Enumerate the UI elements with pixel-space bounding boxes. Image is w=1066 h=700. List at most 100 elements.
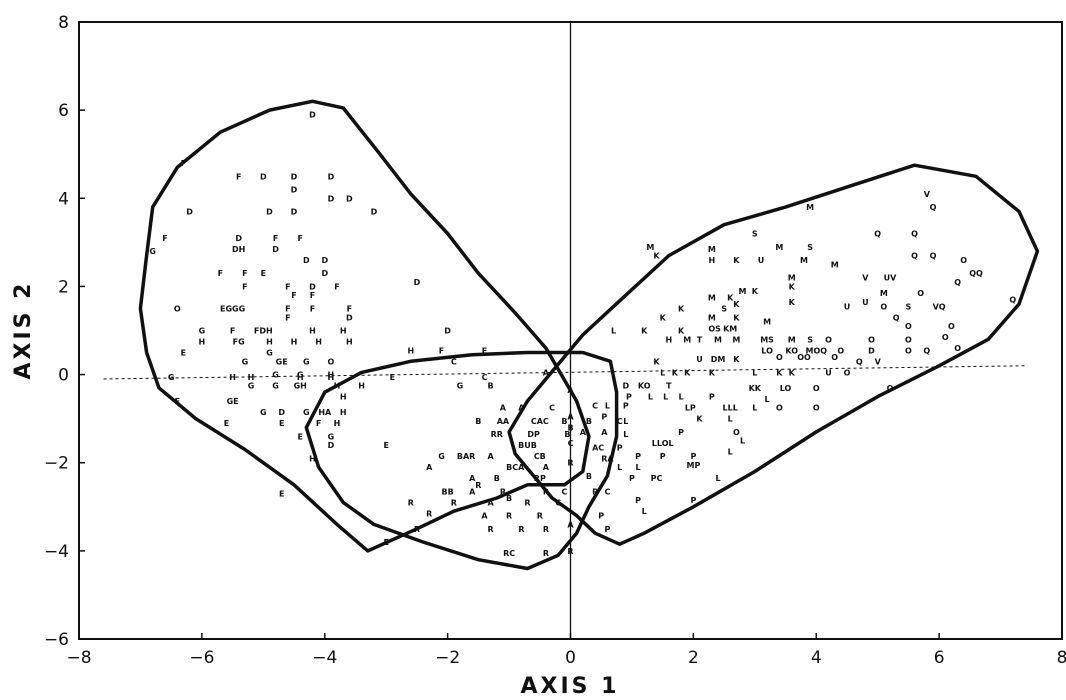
point-label: M (800, 256, 808, 265)
point-label: M (708, 293, 716, 302)
point-label: S (807, 243, 813, 252)
point-label: E (279, 490, 284, 499)
point-label: D (291, 208, 298, 217)
point-label: F (285, 282, 290, 291)
point-label: O (868, 335, 875, 344)
point-label: G (199, 327, 206, 336)
point-label: D (260, 172, 267, 181)
point-label: B (475, 417, 481, 426)
point-label: G (248, 382, 255, 391)
point-label: GH (294, 382, 307, 391)
point-label: R (506, 512, 512, 521)
point-label: GE (227, 397, 239, 406)
point-label: P (592, 487, 598, 496)
point-label: K (733, 300, 740, 309)
point-label: F (181, 159, 186, 168)
point-label: H (334, 382, 341, 391)
point-label: B (586, 472, 592, 481)
point-label: M (788, 335, 796, 344)
point-label: D (328, 194, 335, 203)
point-label: DM (711, 355, 726, 364)
point-label: G (297, 371, 304, 380)
point-label: H (340, 327, 347, 336)
point-label: E (297, 432, 302, 441)
point-label: F (218, 269, 223, 278)
point-label: P (617, 443, 623, 452)
point-label: U (844, 302, 851, 311)
y-tick-label: −6 (44, 630, 69, 650)
point-label: K (733, 355, 740, 364)
point-label: P (623, 401, 629, 410)
point-label: D (321, 269, 328, 278)
point-label: E (181, 349, 186, 358)
point-label: Q (1009, 296, 1016, 305)
point-label: V (862, 274, 869, 283)
point-label: H (248, 373, 255, 382)
point-label: G (438, 452, 445, 461)
x-tick-label: 6 (934, 648, 945, 668)
point-label: RA (601, 454, 614, 463)
point-label: D (309, 111, 316, 120)
point-label: Q (930, 203, 937, 212)
point-label: K (776, 368, 783, 377)
point-label: O (708, 324, 715, 333)
point-label: H (334, 419, 341, 428)
point-label: V (875, 357, 882, 366)
point-label: D (278, 408, 285, 417)
point-label: B (506, 494, 512, 503)
point-label: R (414, 525, 420, 534)
point-label: G (328, 432, 335, 441)
point-label: F (230, 327, 235, 336)
point-label: M (646, 243, 654, 252)
point-label: P (690, 452, 696, 461)
point-label: F (162, 234, 167, 243)
point-label: L (728, 448, 733, 457)
point-label: D (291, 172, 298, 181)
point-label: A (543, 368, 550, 377)
point-label: U (696, 355, 703, 364)
point-label: R (488, 525, 494, 534)
point-label: O (942, 333, 949, 342)
point-label: M (683, 335, 691, 344)
point-label: S (721, 305, 727, 314)
point-label: P (709, 393, 715, 402)
point-label: E (224, 419, 229, 428)
point-label: K (789, 298, 796, 307)
point-label: G (266, 349, 273, 358)
point-label: A (500, 404, 507, 413)
point-label: G (272, 382, 279, 391)
point-label: B (586, 417, 592, 426)
point-label: DH (232, 245, 245, 254)
point-label: A (543, 463, 550, 472)
point-label: P (604, 525, 610, 534)
point-label: V (924, 190, 931, 199)
point-label: R (543, 487, 549, 496)
point-label: M (880, 289, 888, 298)
point-label: FDH (254, 327, 273, 336)
point-label: G (260, 408, 267, 417)
point-label: C (592, 401, 598, 410)
point-label: D (328, 172, 335, 181)
y-tick-label: 8 (58, 13, 69, 33)
point-label: A (567, 412, 574, 421)
point-label: F (242, 282, 247, 291)
point-label: P (690, 496, 696, 505)
point-label: A (518, 404, 525, 413)
point-label: LP (685, 404, 696, 413)
point-label: Q (911, 230, 918, 239)
point-label: R (500, 487, 506, 496)
point-label: F (439, 346, 444, 355)
point-label: T (697, 335, 703, 344)
point-label: H (291, 338, 298, 347)
point-label: PC (651, 474, 663, 483)
point-label: G (168, 373, 175, 382)
point-label: K (660, 313, 667, 322)
point-label: O (813, 384, 820, 393)
point-label: O (813, 404, 820, 413)
point-label: L (715, 474, 720, 483)
point-label: KO (785, 346, 798, 355)
point-label: D (371, 208, 378, 217)
point-label: D (266, 208, 273, 217)
point-label: M (708, 313, 716, 322)
